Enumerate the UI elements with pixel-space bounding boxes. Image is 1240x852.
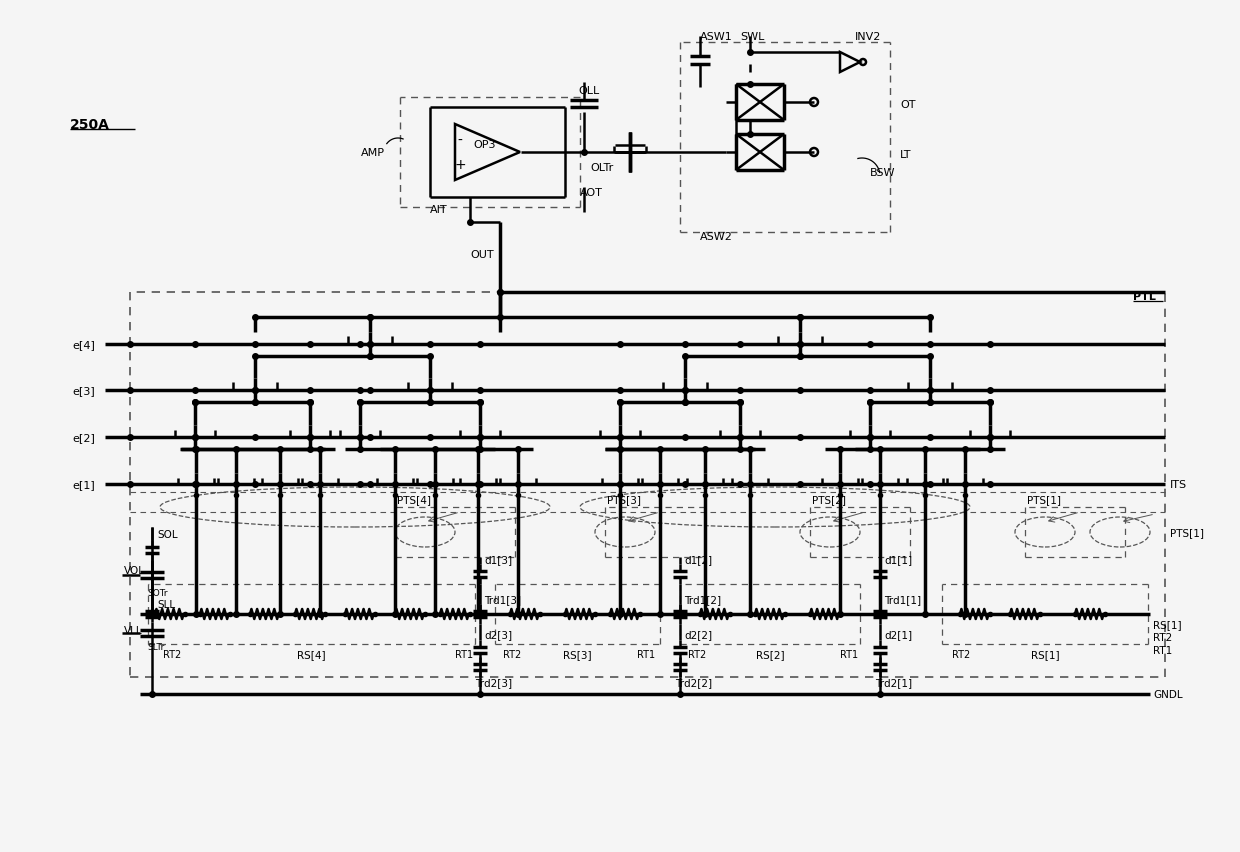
Text: RS[1]: RS[1] [1030, 649, 1059, 659]
Text: RT1: RT1 [637, 649, 655, 659]
Text: OP3: OP3 [474, 140, 496, 150]
Text: RS[4]: RS[4] [298, 649, 326, 659]
Text: d2[1]: d2[1] [884, 630, 913, 639]
Text: d1[3]: d1[3] [484, 555, 512, 564]
Text: SOTr: SOTr [148, 588, 167, 596]
Text: Trd1[2]: Trd1[2] [684, 595, 722, 604]
Text: RT2: RT2 [952, 649, 970, 659]
Text: GNDL: GNDL [1153, 689, 1183, 699]
Text: PTS[3]: PTS[3] [608, 494, 641, 504]
Text: BSW: BSW [870, 168, 895, 178]
Text: Trd1[1]: Trd1[1] [884, 595, 921, 604]
Text: PTS[1]: PTS[1] [1171, 527, 1204, 538]
Text: ASW1: ASW1 [701, 32, 733, 42]
Text: PTS[1]: PTS[1] [1027, 494, 1061, 504]
Text: e[4]: e[4] [72, 340, 95, 349]
Text: RS[2]: RS[2] [755, 649, 785, 659]
Text: Trd2[1]: Trd2[1] [875, 677, 913, 688]
Text: OLL: OLL [578, 86, 599, 96]
Text: e[1]: e[1] [72, 480, 94, 489]
Text: PTL: PTL [1133, 291, 1156, 302]
Text: SOL: SOL [157, 529, 177, 539]
Text: LT: LT [900, 150, 911, 160]
Text: Trd2[2]: Trd2[2] [675, 677, 712, 688]
Text: d1[1]: d1[1] [884, 555, 913, 564]
Text: SWL: SWL [740, 32, 764, 42]
Text: AOT: AOT [580, 187, 603, 198]
Text: e[2]: e[2] [72, 433, 95, 442]
Text: d2[3]: d2[3] [484, 630, 512, 639]
Text: d2[2]: d2[2] [684, 630, 712, 639]
Text: RT1: RT1 [839, 649, 858, 659]
Text: SLTr: SLTr [148, 642, 164, 652]
Text: PTS[2]: PTS[2] [812, 494, 846, 504]
Text: Trd1[3]: Trd1[3] [484, 595, 521, 604]
Text: OLTr: OLTr [590, 163, 614, 173]
Text: d1[2]: d1[2] [684, 555, 712, 564]
Text: RS[3]: RS[3] [563, 649, 591, 659]
Text: Trd2[3]: Trd2[3] [475, 677, 512, 688]
Text: RT1: RT1 [1153, 645, 1172, 655]
Text: RS[1]: RS[1] [1153, 619, 1182, 630]
Text: VLL: VLL [124, 625, 143, 636]
Text: VOL: VOL [124, 566, 145, 575]
Text: RT2: RT2 [503, 649, 521, 659]
Text: OT: OT [900, 100, 915, 110]
Text: RT2: RT2 [688, 649, 707, 659]
Text: AIT: AIT [430, 204, 448, 215]
Text: RT2: RT2 [162, 649, 181, 659]
Text: ASW2: ASW2 [701, 232, 733, 242]
Text: -: - [458, 134, 463, 148]
Text: +: + [454, 158, 466, 172]
Text: e[3]: e[3] [72, 386, 94, 395]
Text: 250A: 250A [69, 118, 110, 132]
Text: RT1: RT1 [455, 649, 474, 659]
Text: RT2: RT2 [1153, 632, 1172, 642]
Text: INV2: INV2 [856, 32, 882, 42]
Text: ITS: ITS [1171, 480, 1187, 489]
Text: SLL: SLL [157, 599, 175, 609]
Text: PTS[4]: PTS[4] [397, 494, 432, 504]
Text: AMP: AMP [361, 148, 384, 158]
Text: OUT: OUT [470, 250, 494, 260]
